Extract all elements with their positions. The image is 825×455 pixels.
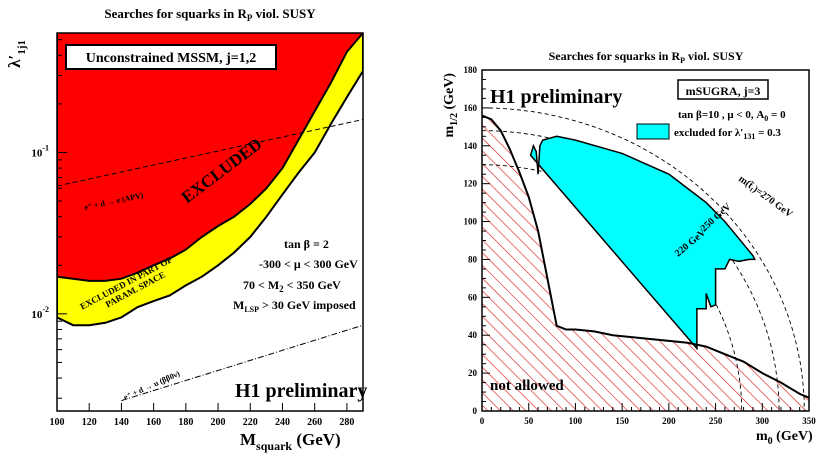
left-plot-frame	[56, 32, 364, 412]
right-x-tick-label: 300	[756, 416, 770, 426]
double-beta-curve-label: e⁺ + d → u (ββ0ν)	[122, 369, 181, 402]
left-x-tick-label: 180	[178, 417, 193, 428]
left-x-tick-label: 240	[275, 417, 290, 428]
right-y-tick-label: 0	[473, 406, 478, 416]
right-y-tick-label: 80	[468, 254, 478, 264]
right-model-box	[677, 79, 769, 100]
right-model-label: mSUGRA, j=3	[686, 84, 761, 98]
right-y-tick-label: 120	[464, 179, 478, 189]
not-allowed-region	[482, 115, 809, 411]
left-y-tick-label: 10-2	[31, 305, 49, 321]
apv-limit-curve	[57, 119, 363, 187]
param-mlsp: MLSP > 30 GeV imposed	[233, 298, 356, 314]
contour-270-label: m(t̃₁)=270 GeV	[736, 173, 795, 220]
left-title: Searches for squarks in RP viol. SUSY	[104, 6, 316, 23]
right-x-tick-label: 100	[569, 416, 583, 426]
excluded-region	[57, 33, 363, 282]
left-y-tick-label: 10-1	[31, 143, 49, 159]
right-x-ticks: 0 50 100 150 200 250 300 350	[480, 403, 816, 426]
left-x-tick-label: 120	[82, 417, 97, 428]
left-chart: Searches for squarks in RP viol. SUSY 10…	[5, 6, 367, 453]
param-tanbeta: tan β = 2	[284, 237, 329, 251]
right-x-tick-label: 350	[802, 416, 816, 426]
legend-swatch	[636, 123, 670, 140]
contour-270	[482, 107, 805, 411]
left-x-tick-label: 280	[339, 417, 354, 428]
right-x-tick-label: 0	[480, 416, 485, 426]
right-title: Searches for squarks in RP viol. SUSY	[549, 49, 744, 65]
right-x-axis-label: m0 (GeV)	[756, 429, 813, 447]
param-mu: -300 < μ < 300 GeV	[259, 257, 358, 271]
left-model-box	[65, 44, 277, 70]
not-allowed-label: not allowed	[490, 378, 564, 394]
left-x-axis-label: Msquark (GeV)	[240, 430, 341, 453]
left-model-label: Unconstrained MSSM, j=1,2	[86, 51, 257, 66]
right-x-tick-label: 50	[524, 416, 534, 426]
right-chart: Searches for squarks in RP viol. SUSY 0 5…	[442, 49, 816, 447]
left-x-tick-label: 100	[50, 417, 65, 428]
left-y-ticks: 10-1 10-2	[31, 39, 67, 399]
right-y-tick-label: 20	[468, 368, 478, 378]
right-y-ticks: 0 20 40 60 80 100 120 140 160 180	[464, 65, 490, 416]
right-y-axis-label: m1/2 (GeV)	[442, 73, 460, 138]
right-params: tan β=10 , μ < 0, A0 = 0	[678, 109, 786, 123]
right-y-tick-label: 60	[468, 292, 478, 302]
left-x-tick-label: 220	[243, 417, 258, 428]
right-x-tick-label: 150	[615, 416, 629, 426]
left-x-tick-label: 200	[211, 417, 226, 428]
excluded-region-cyan	[529, 135, 757, 351]
param-m2: 70 < M2 < 350 GeV	[243, 278, 341, 294]
left-x-tick-label: 140	[114, 417, 129, 428]
right-y-tick-label: 160	[464, 103, 478, 113]
right-y-tick-label: 40	[468, 330, 478, 340]
right-preliminary: H1 preliminary	[490, 86, 622, 108]
right-y-tick-label: 140	[464, 141, 478, 151]
right-y-tick-label: 180	[464, 65, 478, 75]
not-allowed-boundary	[482, 114, 809, 399]
legend-label: excluded for λ′131 = 0.3	[674, 127, 781, 141]
left-parameters: tan β = 2 -300 < μ < 300 GeV 70 < M2 < 3…	[233, 237, 358, 314]
left-x-tick-label: 260	[307, 417, 322, 428]
left-x-ticks: 100 120 140 160 180 200 220 240 260 280	[50, 403, 354, 428]
contour-220	[482, 164, 743, 411]
double-beta-limit-curve	[121, 324, 363, 402]
left-x-tick-label: 160	[146, 417, 161, 428]
left-preliminary: H1 preliminary	[235, 380, 367, 402]
right-x-tick-label: 200	[662, 416, 676, 426]
right-y-tick-label: 100	[464, 217, 478, 227]
left-y-axis-label: λ′1j1	[5, 40, 28, 68]
right-x-tick-label: 250	[709, 416, 723, 426]
